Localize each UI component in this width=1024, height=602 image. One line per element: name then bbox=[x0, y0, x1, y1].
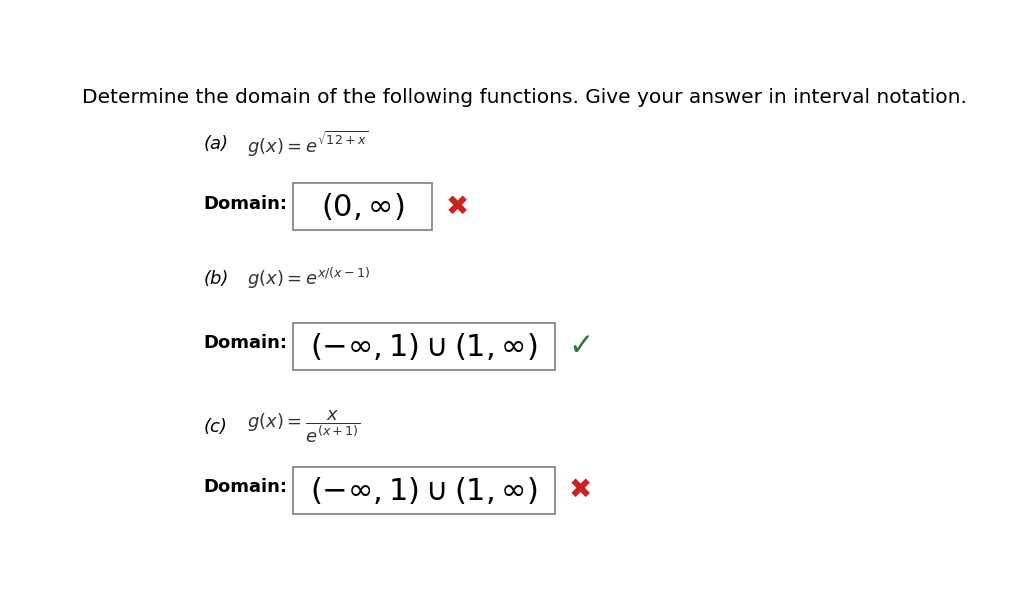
Text: (a): (a) bbox=[204, 135, 228, 153]
Text: $g(x) = \dfrac{x}{e^{(x+1)}}$: $g(x) = \dfrac{x}{e^{(x+1)}}$ bbox=[247, 409, 360, 445]
FancyBboxPatch shape bbox=[293, 323, 555, 370]
Text: Domain:: Domain: bbox=[204, 334, 288, 352]
FancyBboxPatch shape bbox=[293, 184, 432, 230]
Text: $(0,\infty)$: $(0,\infty)$ bbox=[322, 191, 404, 222]
Text: $g(x) = e^{\sqrt{12+x}}$: $g(x) = e^{\sqrt{12+x}}$ bbox=[247, 129, 369, 158]
Text: (b): (b) bbox=[204, 270, 228, 288]
Text: $(-\infty,1)\cup(1,\infty)$: $(-\infty,1)\cup(1,\infty)$ bbox=[310, 331, 538, 362]
Text: $g(x) = e^{x/(x-1)}$: $g(x) = e^{x/(x-1)}$ bbox=[247, 266, 371, 291]
Text: ✓: ✓ bbox=[568, 332, 594, 361]
Text: Domain:: Domain: bbox=[204, 478, 288, 496]
Text: (c): (c) bbox=[204, 418, 227, 436]
FancyBboxPatch shape bbox=[293, 467, 555, 514]
Text: $(-\infty,1)\cup(1,\infty)$: $(-\infty,1)\cup(1,\infty)$ bbox=[310, 475, 538, 506]
Text: Determine the domain of the following functions. Give your answer in interval no: Determine the domain of the following fu… bbox=[82, 88, 968, 108]
Text: ✖: ✖ bbox=[445, 193, 469, 221]
Text: Domain:: Domain: bbox=[204, 195, 288, 213]
Text: ✖: ✖ bbox=[568, 476, 592, 504]
